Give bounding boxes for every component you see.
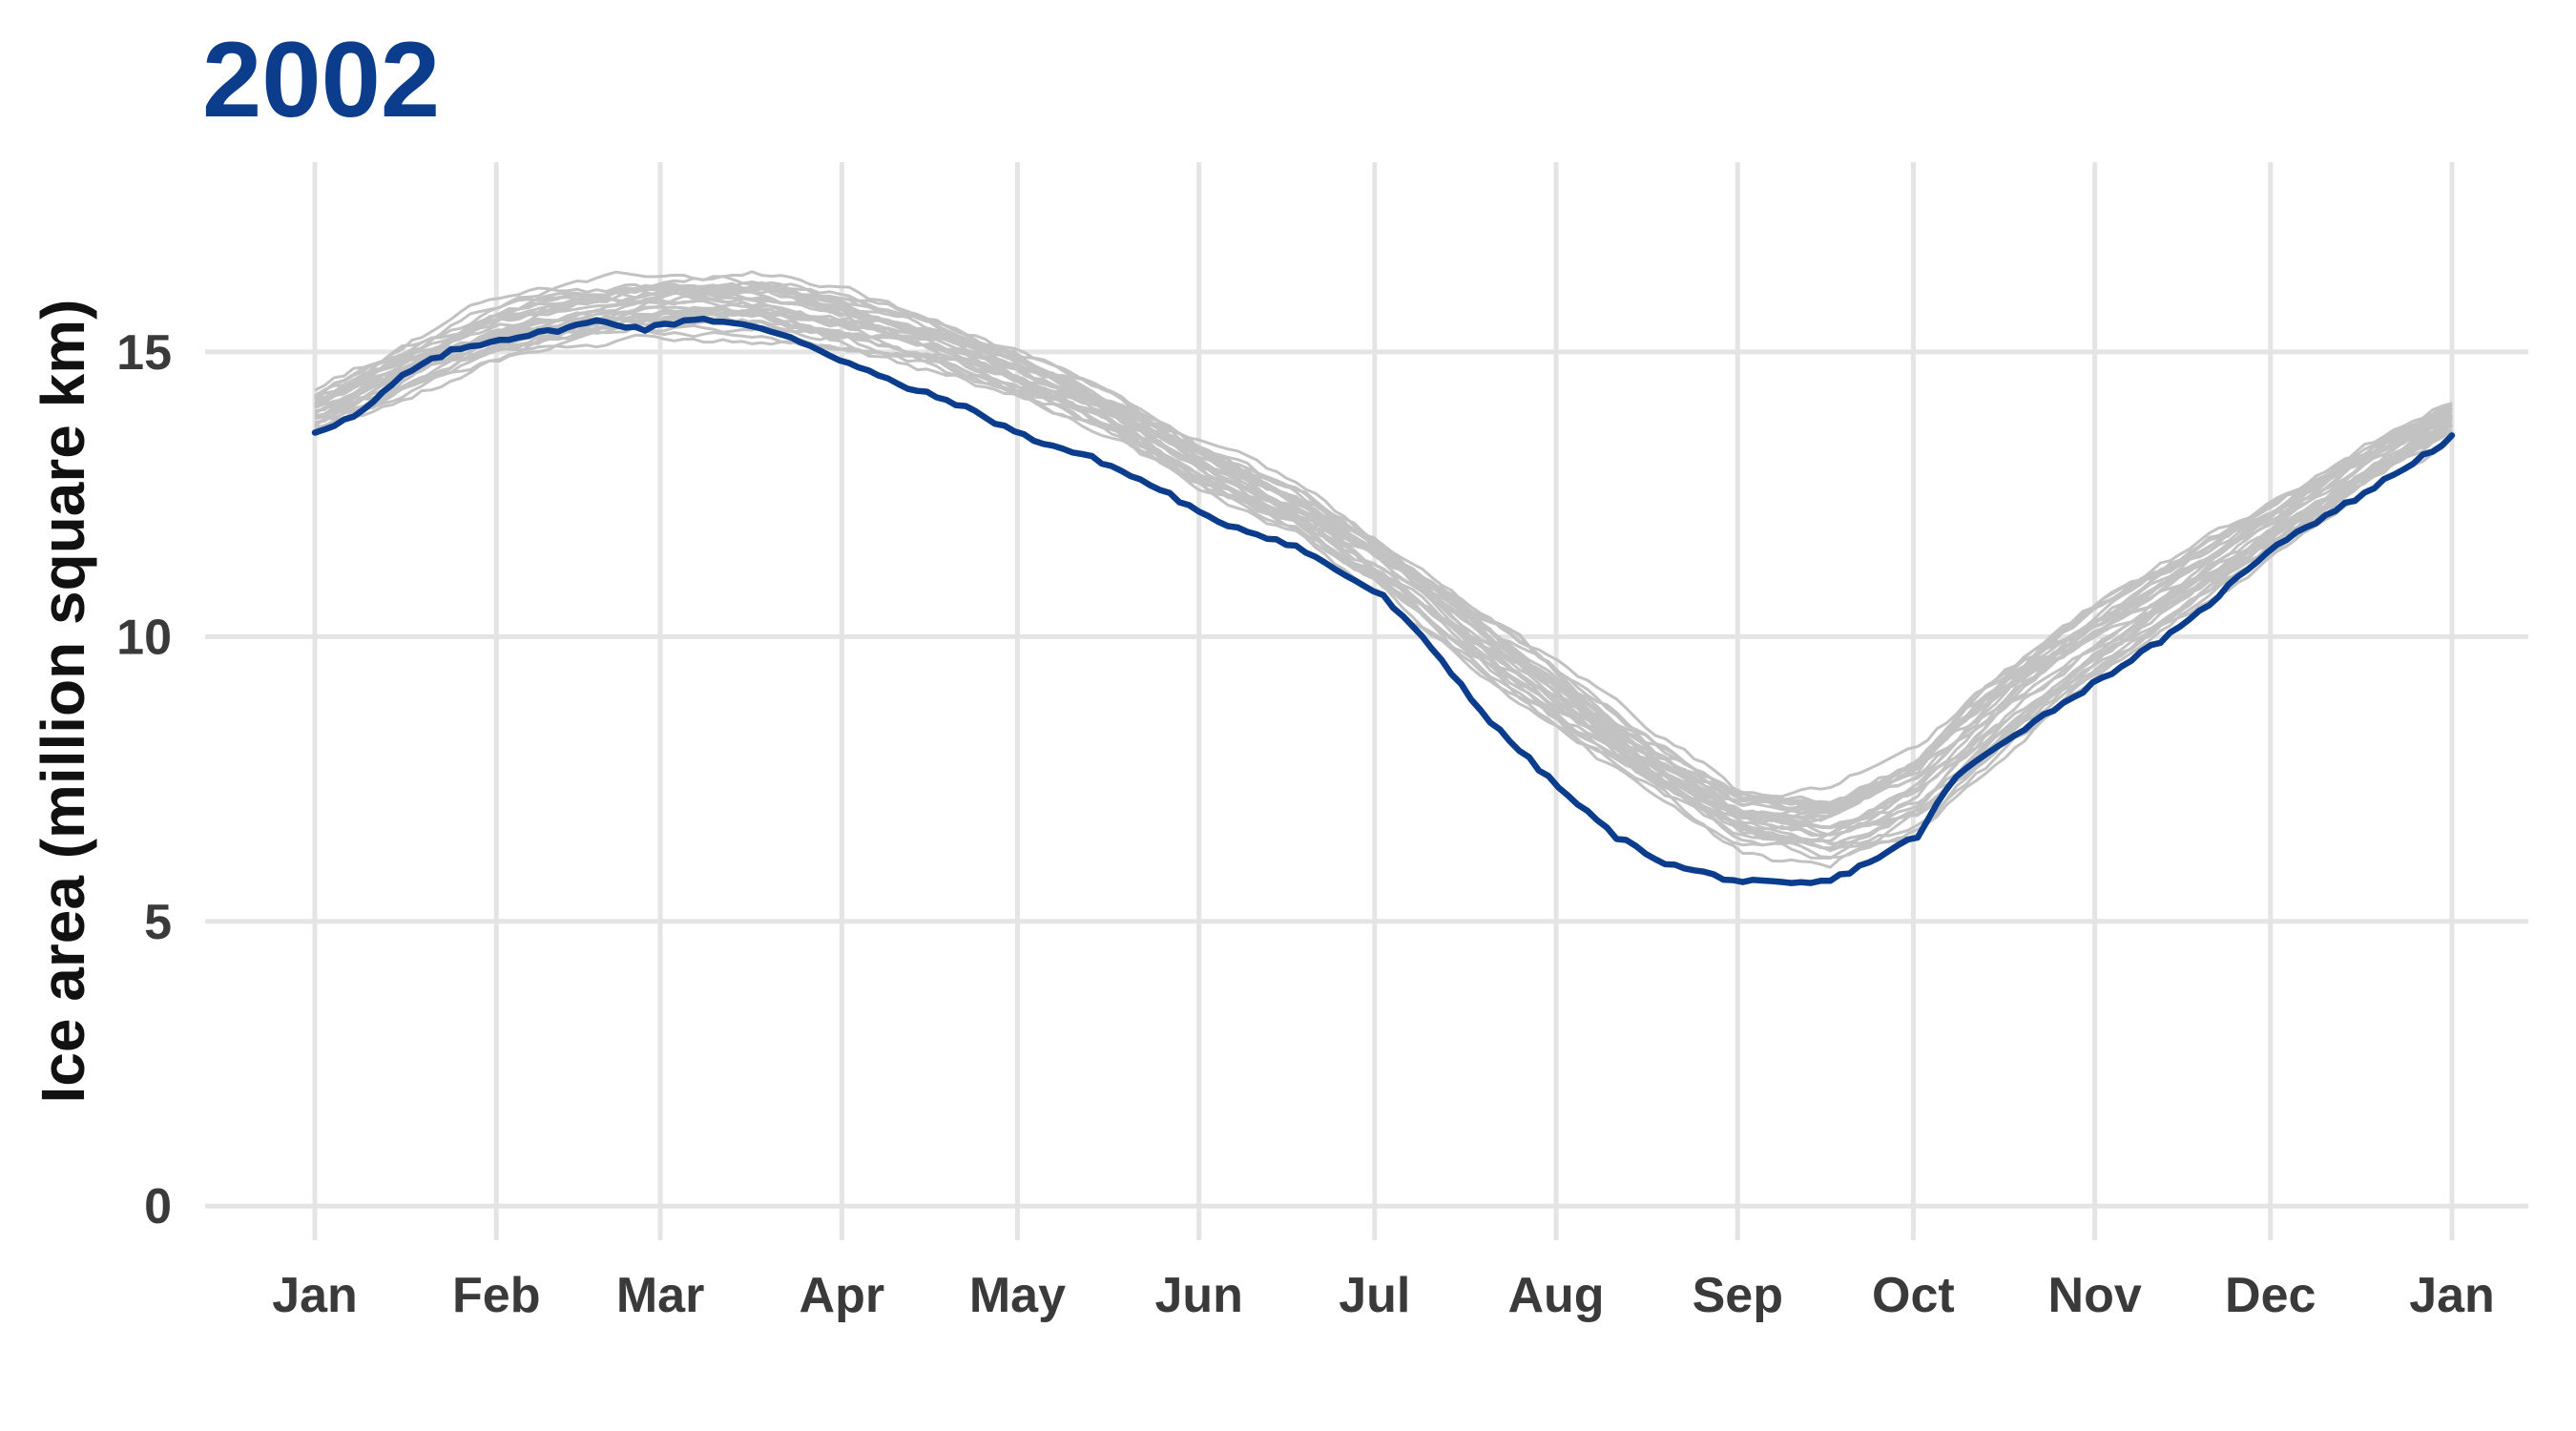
y-tick-labels: 0 5 10 15 — [116, 325, 172, 1234]
x-tick-label: Aug — [1507, 1268, 1604, 1323]
other-year-line — [314, 314, 2453, 837]
y-axis-label: Ice area (million square km) — [29, 300, 97, 1104]
x-tick-label: Feb — [452, 1268, 540, 1323]
other-year-line — [314, 307, 2453, 853]
other-year-line — [314, 286, 2453, 814]
other-year-line — [314, 280, 2453, 806]
other-year-line — [314, 324, 2453, 843]
x-tick-label: Oct — [1872, 1268, 1955, 1323]
other-year-line — [314, 305, 2453, 829]
y-tick-label: 0 — [144, 1179, 172, 1234]
other-year-line — [314, 281, 2453, 804]
x-tick-label: Mar — [616, 1268, 704, 1323]
other-year-line — [314, 309, 2454, 860]
x-tick-labels: Jan Feb Mar Apr May Jun Jul Aug Sep Oct Nov Dec Jan — [272, 1268, 2495, 1323]
grid-lines — [205, 162, 2528, 1240]
x-tick-label: Jan — [272, 1268, 358, 1323]
x-tick-label: Apr — [800, 1268, 885, 1323]
x-tick-label: Sep — [1693, 1268, 1783, 1323]
x-tick-label: Nov — [2048, 1268, 2142, 1323]
other-year-line — [314, 297, 2453, 830]
highlight-year-line — [311, 315, 2456, 886]
y-tick-label: 15 — [116, 325, 172, 381]
other-years-lines — [314, 270, 2454, 869]
other-year-line — [314, 295, 2453, 819]
x-tick-label: May — [969, 1268, 1066, 1323]
highlight-line-2002 — [311, 315, 2456, 886]
x-tick-label: Jul — [1339, 1268, 1410, 1323]
x-tick-label: Dec — [2225, 1268, 2316, 1323]
x-tick-label: Jun — [1154, 1268, 1242, 1323]
chart-title: 2002 — [202, 20, 440, 139]
y-tick-label: 5 — [144, 895, 172, 950]
y-tick-label: 10 — [116, 610, 172, 665]
other-year-line — [314, 284, 2453, 809]
x-tick-label: Jan — [2409, 1268, 2495, 1323]
